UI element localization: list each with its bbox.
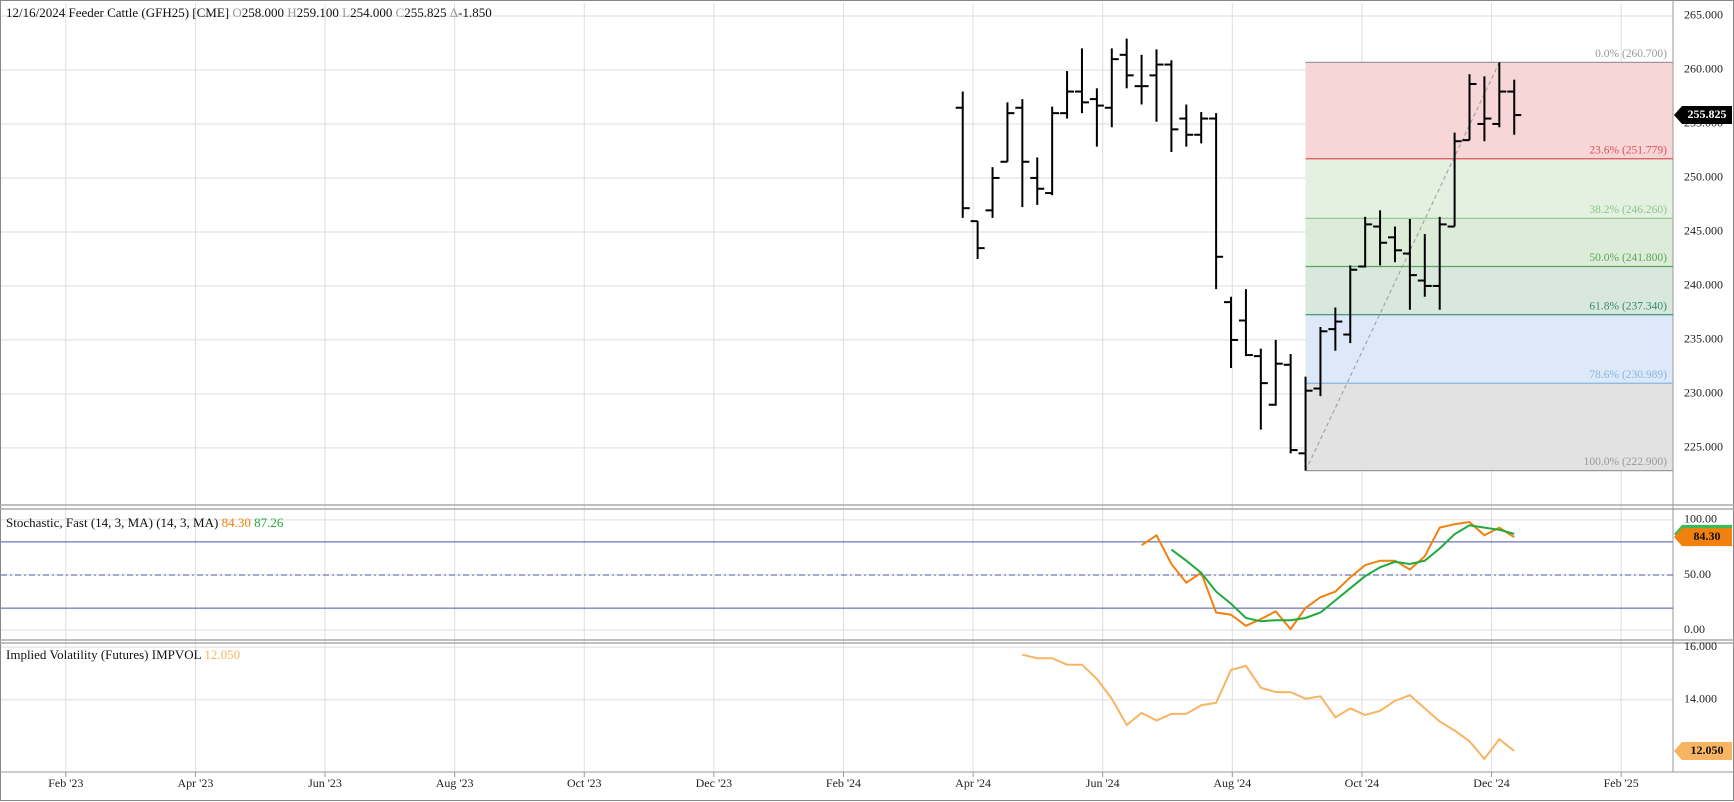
series-line (1141, 520, 1515, 631)
y-tick-label: 260.000 (1684, 62, 1723, 76)
iv-title: Implied Volatility (Futures) IMPVOL (6, 647, 202, 662)
x-tick-label: Aug '24 (1213, 776, 1251, 790)
key: H (287, 5, 296, 20)
fib-zone (1305, 62, 1673, 159)
series-line (1170, 524, 1515, 623)
y-tick-label: 230.000 (1684, 386, 1723, 400)
series-line (1022, 653, 1515, 761)
y-tick-label: 14.000 (1684, 691, 1717, 705)
y-tick-label: 250.000 (1684, 170, 1723, 184)
y-tick-label: 0.00 (1684, 622, 1705, 636)
x-tick-label: Oct '23 (567, 776, 602, 790)
fib-label: 23.6% (251.779) (1589, 144, 1667, 156)
value: 255.825 (404, 5, 446, 20)
fib-zone (1305, 266, 1673, 315)
fib-zone (1305, 383, 1673, 471)
value-tag (1674, 528, 1732, 547)
fib-label: 0.0% (260.700) (1595, 48, 1667, 60)
value: -1.850 (458, 5, 492, 20)
x-tick-label: Dec '24 (1473, 776, 1509, 790)
y-tick-label: 225.000 (1684, 440, 1723, 454)
fib-label: 61.8% (237.340) (1589, 300, 1667, 312)
x-tick-label: Oct '24 (1345, 776, 1380, 790)
x-tick-label: Aug '23 (436, 776, 474, 790)
key: O (232, 5, 241, 20)
key: C (396, 5, 405, 20)
value: 254.000 (350, 5, 392, 20)
value: 259.100 (297, 5, 339, 20)
y-tick-label: 245.000 (1684, 224, 1723, 238)
fib-trend (1305, 62, 1500, 471)
x-tick-label: Feb '24 (826, 776, 861, 790)
header-title: 12/16/2024 Feeder Cattle (GFH25) [CME] (6, 5, 229, 20)
price-tag-label: 255.825 (1688, 107, 1727, 121)
y-tick-label: 16.000 (1684, 639, 1717, 653)
fib-zone (1305, 158, 1673, 219)
fib-label: 78.6% (230.989) (1589, 369, 1667, 381)
key: L (342, 5, 350, 20)
x-tick-label: Feb '25 (1604, 776, 1639, 790)
x-tick-label: Apr '23 (178, 776, 214, 790)
fib-label: 50.0% (241.800) (1589, 252, 1667, 264)
header: 12/16/2024 Feeder Cattle (GFH25) [CME] O… (6, 5, 492, 20)
x-tick-label: Jun '23 (308, 776, 342, 790)
stoch-title: Stochastic, Fast (14, 3, MA) (14, 3, MA) (6, 515, 218, 530)
key: Δ (450, 5, 458, 20)
legend-value: 84.30 (222, 515, 251, 530)
layer (1, 3, 1673, 771)
value-tag-label: 84.30 (1694, 529, 1721, 543)
value-tag-label: 12.050 (1691, 743, 1724, 757)
y-tick-label: 240.000 (1684, 278, 1723, 292)
y-tick-label: 50.00 (1684, 567, 1711, 581)
x-tick-label: Jun '24 (1086, 776, 1120, 790)
fib-zone (1305, 314, 1673, 384)
x-tick-label: Apr '24 (955, 776, 991, 790)
panel-title: Stochastic, Fast (14, 3, MA) (14, 3, MA)… (6, 515, 284, 530)
panel-title: Implied Volatility (Futures) IMPVOL 12.0… (6, 647, 240, 662)
fib-label: 100.0% (222.900) (1584, 456, 1668, 468)
fib-label: 38.2% (246.260) (1589, 204, 1667, 216)
legend-value: 87.26 (254, 515, 284, 530)
value-tag (1674, 742, 1732, 761)
legend-value: 12.050 (204, 647, 240, 662)
x-tick-label: Feb '23 (48, 776, 83, 790)
y-tick-label: 100.00 (1684, 512, 1717, 526)
price-tag (1674, 106, 1732, 125)
x-tick-label: Dec '23 (696, 776, 732, 790)
y-tick-label: 235.000 (1684, 332, 1723, 346)
fib-zone (1305, 218, 1673, 267)
value: 258.000 (242, 5, 284, 20)
y-tick-label: 265.000 (1684, 8, 1723, 22)
